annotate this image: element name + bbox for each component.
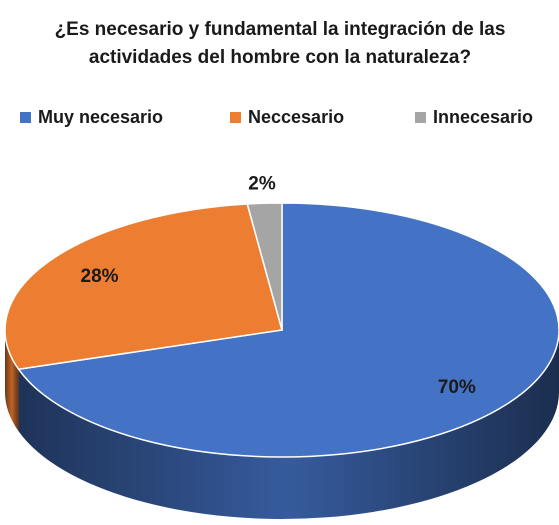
data-label: 70% — [438, 377, 476, 398]
legend-swatch — [415, 112, 426, 123]
pie-slice — [17, 202, 559, 458]
legend-swatch — [20, 112, 31, 123]
pie-side — [5, 330, 19, 432]
data-label: 28% — [81, 266, 119, 287]
chart-title: ¿Es necesario y fundamental la integraci… — [54, 19, 506, 68]
pie-slice — [4, 203, 283, 371]
legend-label: Neccesario — [248, 107, 344, 127]
pie-side — [18, 330, 559, 519]
legend-swatch — [230, 112, 241, 123]
legend-label: Muy necesario — [38, 107, 163, 127]
legend-label: Innecesario — [433, 107, 533, 127]
pie-slice — [246, 202, 283, 331]
data-label: 2% — [248, 173, 276, 194]
